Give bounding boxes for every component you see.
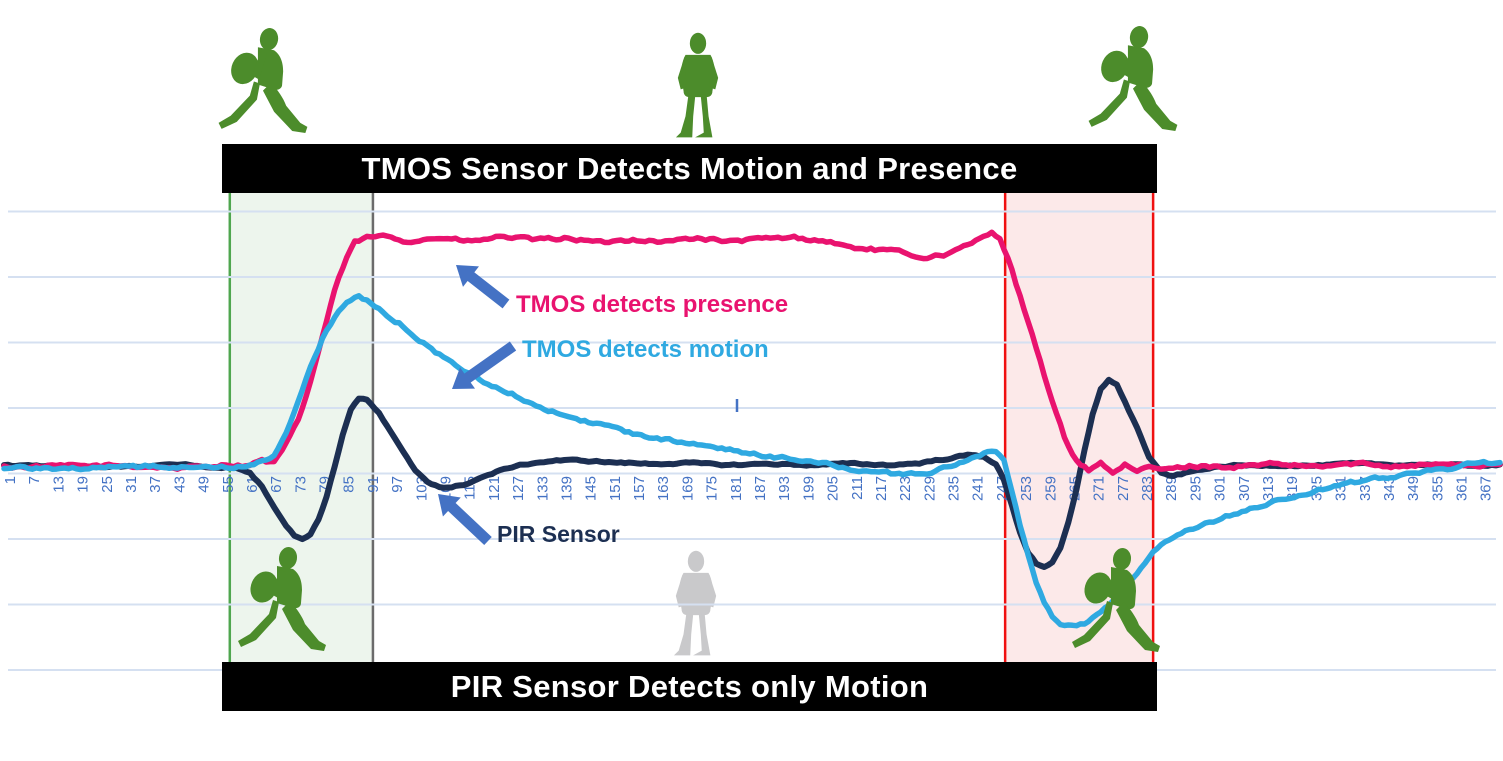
x-tick-label: 67: [268, 476, 285, 493]
walking-person-icon: [218, 26, 308, 133]
x-tick-label: 223: [897, 476, 914, 501]
x-tick-label: 331: [1333, 476, 1350, 501]
x-tick-label: 265: [1066, 476, 1083, 501]
x-tick-label: 43: [171, 476, 188, 493]
walking-person-icon: [238, 545, 326, 651]
x-tick-label: 229: [921, 476, 938, 501]
x-tick-label: 85: [341, 476, 358, 493]
x-tick-label: 283: [1139, 476, 1156, 501]
x-tick-label: 187: [752, 476, 769, 501]
x-tick-label: 349: [1405, 476, 1422, 501]
x-tick-label: 1: [2, 476, 19, 484]
x-tick-label: 91: [365, 476, 382, 493]
x-tick-label: 97: [389, 476, 406, 493]
x-tick-label: 37: [147, 476, 164, 493]
walking-person-icon: [1088, 24, 1178, 131]
x-tick-label: 325: [1308, 476, 1325, 501]
x-tick-label: 163: [655, 476, 672, 501]
bottom-banner: PIR Sensor Detects only Motion: [222, 662, 1157, 711]
motion-arrow-icon: [452, 367, 476, 389]
x-tick-label: 277: [1115, 476, 1132, 501]
pir-arrow-shaft: [445, 500, 492, 546]
x-tick-label: 271: [1091, 476, 1108, 501]
x-tick-label: 361: [1454, 476, 1471, 501]
x-tick-label: 151: [607, 476, 624, 501]
x-tick-label: 343: [1381, 476, 1398, 501]
x-tick-label: 235: [946, 476, 963, 501]
x-tick-label: 181: [728, 476, 745, 501]
x-tick-label: 211: [849, 476, 866, 500]
top-banner: TMOS Sensor Detects Motion and Presence: [222, 144, 1157, 193]
x-tick-label: 193: [776, 476, 793, 501]
x-tick-label: 61: [244, 476, 261, 493]
x-tick-label: 241: [970, 476, 987, 501]
standing-person-icon: [675, 32, 719, 138]
x-tick-label: 301: [1212, 476, 1229, 501]
x-tick-label: 115: [462, 476, 479, 500]
x-tick-label: 367: [1478, 476, 1495, 501]
walking-person-icon: [1072, 546, 1160, 652]
pir-annotation-label: PIR Sensor: [497, 521, 620, 547]
x-tick-label: 19: [75, 476, 92, 493]
x-tick-label: 133: [534, 476, 551, 501]
pir-arrow-icon: [438, 494, 461, 517]
x-tick-label: 289: [1163, 476, 1180, 501]
bottom-banner-text: PIR Sensor Detects only Motion: [450, 668, 929, 704]
x-tick-label: 217: [873, 476, 890, 501]
x-tick-label: 73: [292, 476, 309, 493]
motion-arrow-shaft: [461, 341, 517, 385]
x-tick-label: 55: [220, 476, 237, 493]
x-tick-label: 199: [800, 476, 817, 501]
standing-person-gray-icon: [673, 550, 717, 656]
x-tick-label: 121: [486, 476, 503, 501]
top-banner-text: TMOS Sensor Detects Motion and Presence: [361, 150, 1018, 186]
x-tick-label: 31: [123, 476, 140, 493]
presence-annotation-label: TMOS detects presence: [516, 291, 789, 318]
x-tick-label: 319: [1284, 476, 1301, 501]
x-tick-label: 295: [1187, 476, 1204, 501]
x-tick-label: 79: [317, 476, 334, 493]
x-tick-label: 169: [679, 476, 696, 501]
x-tick-label: 337: [1357, 476, 1374, 501]
series-line-2: [1, 376, 1503, 570]
x-tick-label: 247: [994, 476, 1011, 501]
x-tick-label: 355: [1429, 476, 1446, 501]
x-tick-label: 127: [510, 476, 527, 501]
x-tick-label: 205: [825, 476, 842, 501]
x-tick-label: 253: [1018, 476, 1035, 501]
x-tick-label: 13: [50, 476, 67, 493]
x-tick-label: 313: [1260, 476, 1277, 501]
presence-arrow-shaft: [464, 269, 510, 309]
x-tick-label: 103: [413, 476, 430, 501]
x-tick-label: 109: [437, 476, 454, 501]
x-tick-label: 145: [583, 476, 600, 501]
x-tick-label: 7: [26, 476, 43, 484]
x-tick-label: 139: [558, 476, 575, 501]
x-tick-label: 49: [196, 476, 213, 493]
motion-annotation-label: TMOS detects motion: [522, 336, 769, 363]
x-tick-label: 307: [1236, 476, 1253, 501]
x-tick-label: 157: [631, 476, 648, 501]
x-tick-label: 259: [1042, 476, 1059, 501]
x-tick-label: 25: [99, 476, 116, 493]
presence-arrow-icon: [456, 265, 479, 287]
x-tick-label: 175: [704, 476, 721, 501]
